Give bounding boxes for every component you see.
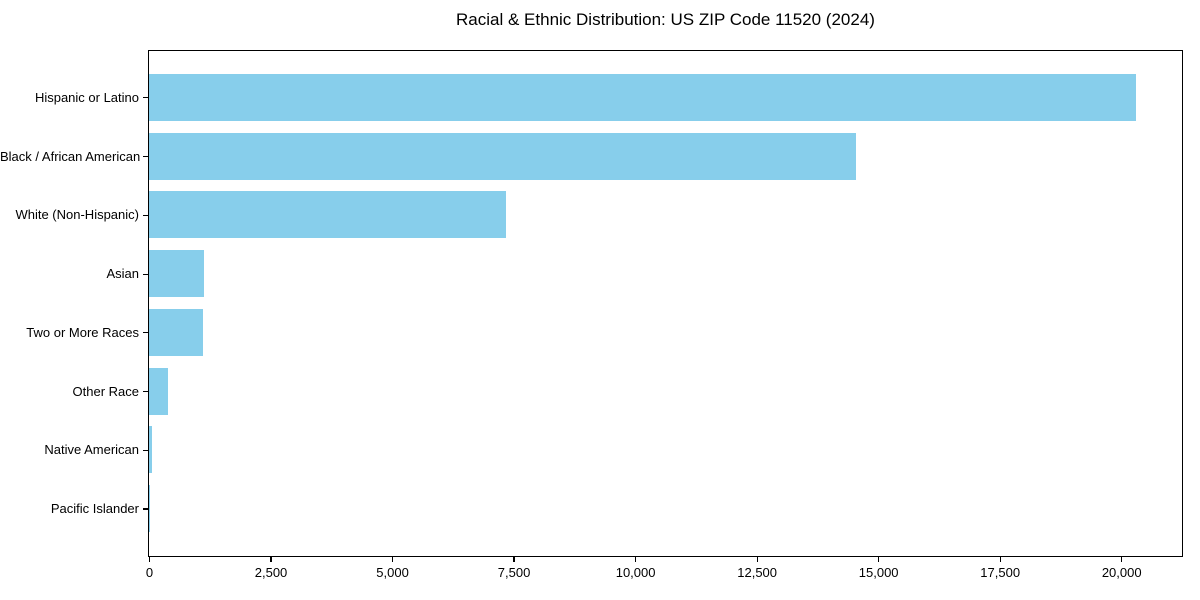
x-tick-mark bbox=[878, 557, 880, 562]
y-tick-mark bbox=[143, 449, 148, 451]
y-tick-mark bbox=[143, 391, 148, 393]
x-tick-label: 12,500 bbox=[737, 565, 778, 580]
y-tick-label: Two or More Races bbox=[26, 324, 139, 340]
y-tick-label: Pacific Islander bbox=[50, 501, 139, 517]
x-tick-label: 10,000 bbox=[615, 565, 656, 580]
y-tick-label: White (Non-Hispanic) bbox=[15, 207, 139, 223]
x-tick-mark bbox=[513, 557, 515, 562]
x-tick-mark bbox=[391, 557, 394, 562]
y-tick-mark bbox=[143, 214, 148, 216]
y-tick-label: Asian bbox=[106, 266, 139, 282]
bar bbox=[149, 426, 152, 474]
y-tick-label: Black / African American bbox=[0, 148, 141, 164]
bar bbox=[149, 367, 168, 415]
x-tick-label: 15,000 bbox=[858, 565, 899, 580]
bar bbox=[149, 308, 203, 356]
bar bbox=[149, 250, 204, 298]
x-tick-label: 20,000 bbox=[1101, 565, 1142, 580]
x-tick-label: 17,500 bbox=[980, 565, 1021, 580]
bar bbox=[149, 485, 150, 533]
y-tick-label: Other Race bbox=[72, 383, 139, 399]
x-tick-label: 2,500 bbox=[254, 565, 288, 580]
x-tick-label: 0 bbox=[145, 565, 154, 580]
y-tick-mark bbox=[143, 156, 148, 158]
x-tick-label: 7,500 bbox=[497, 565, 531, 580]
y-tick-mark bbox=[143, 273, 148, 275]
bar bbox=[149, 191, 507, 239]
x-tick-mark bbox=[635, 557, 637, 562]
chart-title: Racial & Ethnic Distribution: US ZIP Cod… bbox=[456, 10, 875, 29]
y-tick-mark bbox=[143, 97, 148, 99]
y-tick-mark bbox=[143, 332, 148, 334]
y-tick-mark bbox=[143, 508, 148, 510]
y-tick-label: Native American bbox=[44, 442, 139, 458]
x-tick-mark bbox=[1121, 557, 1123, 562]
bar bbox=[149, 132, 857, 180]
y-tick-label: Hispanic or Latino bbox=[34, 89, 139, 105]
bar bbox=[149, 73, 1136, 121]
x-tick-label: 5,000 bbox=[376, 565, 409, 580]
x-tick-mark bbox=[148, 557, 151, 562]
x-tick-mark bbox=[756, 557, 758, 562]
x-tick-mark bbox=[270, 557, 272, 562]
x-tick-mark bbox=[999, 557, 1001, 562]
plot-area bbox=[148, 50, 1183, 557]
